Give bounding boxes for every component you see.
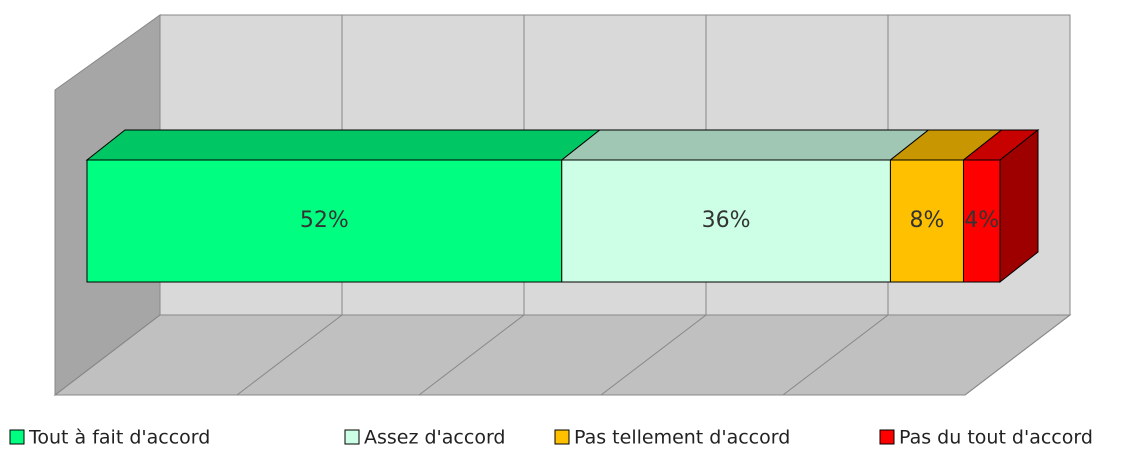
bar	[889, 159, 964, 283]
grid-line	[418, 15, 525, 396]
legend-label: Tout à fait d'accord	[28, 427, 210, 449]
value-label: 4%	[964, 208, 999, 233]
bar-top	[560, 129, 930, 161]
legend-swatch	[9, 429, 25, 445]
value-label: 8%	[910, 208, 945, 233]
value-label: 36%	[702, 208, 751, 233]
floor	[53, 314, 1072, 396]
bar	[962, 159, 1001, 283]
grid-line	[54, 15, 161, 396]
legend-swatch	[344, 429, 360, 445]
legend-label: Assez d'accord	[364, 427, 505, 449]
grid-line	[236, 15, 343, 396]
legend-label: Pas tellement d'accord	[574, 427, 790, 449]
legend-swatch	[554, 429, 570, 445]
bar-top	[85, 129, 602, 161]
grid-line	[964, 15, 1071, 396]
value-label: 52%	[300, 208, 349, 233]
grid-line	[600, 15, 707, 396]
legend-swatch	[879, 429, 895, 445]
legend-label: Pas du tout d'accord	[899, 427, 1093, 449]
bar	[561, 159, 891, 283]
grid-line	[782, 15, 889, 396]
bar	[86, 159, 563, 283]
